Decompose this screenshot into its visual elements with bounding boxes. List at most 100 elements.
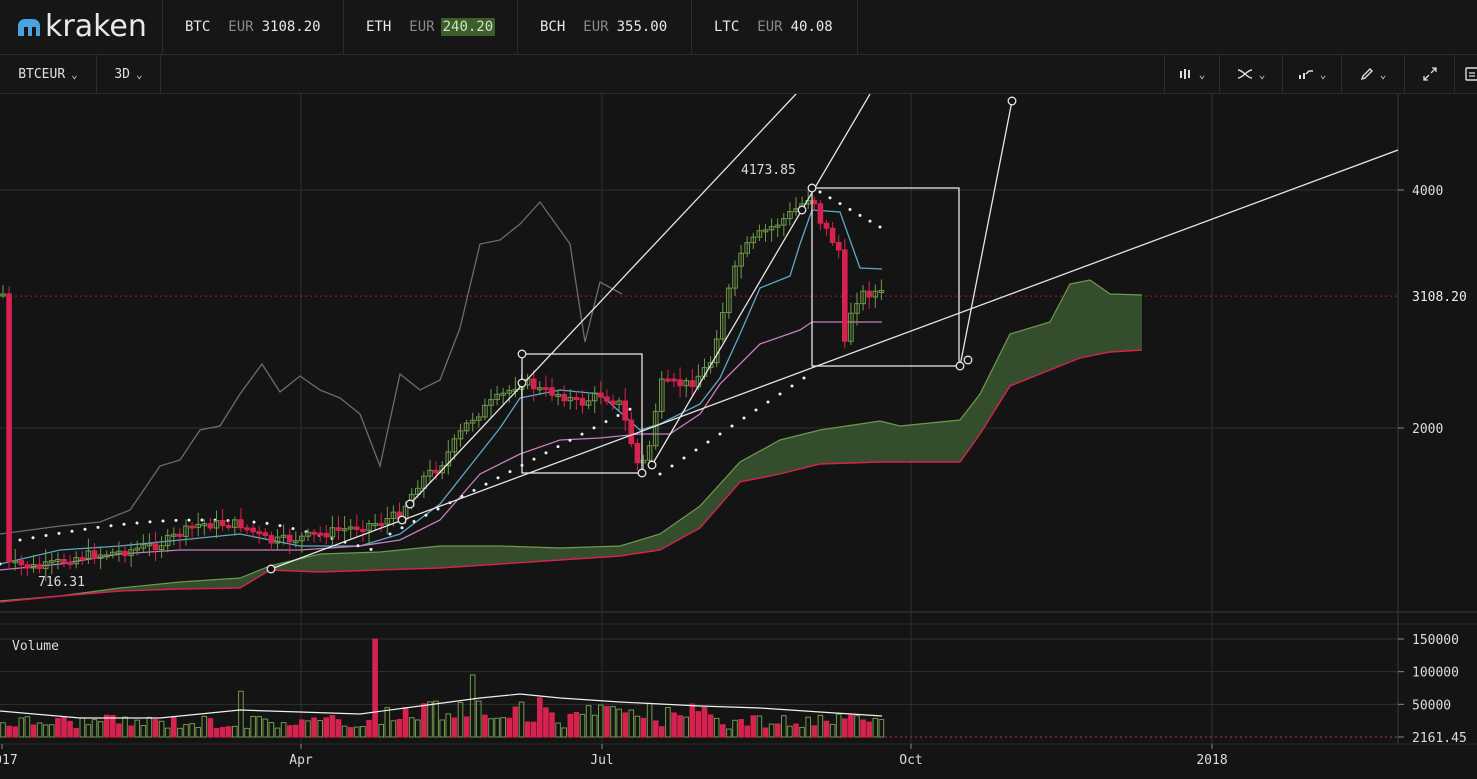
sar-dot bbox=[868, 219, 872, 223]
time-axis-label: Apr bbox=[289, 753, 313, 768]
candle-body bbox=[451, 438, 458, 453]
candle-body bbox=[835, 241, 842, 251]
candle-body bbox=[335, 527, 342, 531]
candle-body bbox=[640, 459, 647, 464]
volume-bar bbox=[140, 724, 147, 738]
volume-bar bbox=[360, 726, 366, 738]
candle-body bbox=[280, 534, 287, 538]
chevron-down-icon: ⌄ bbox=[1258, 67, 1266, 81]
ticker-btc[interactable]: BTC EUR 3108.20 bbox=[163, 0, 344, 54]
candle-body bbox=[598, 392, 604, 398]
candle-body bbox=[494, 393, 500, 401]
sar-dot bbox=[400, 526, 404, 530]
volume-bar bbox=[55, 718, 61, 738]
ticker-symbol: BTC bbox=[185, 19, 211, 35]
ticker-bch[interactable]: BCH EUR 355.00 bbox=[518, 0, 692, 54]
volume-bar bbox=[280, 722, 287, 738]
drawing-handle bbox=[647, 460, 657, 470]
candle-body bbox=[390, 511, 397, 520]
ticker-currency: EUR bbox=[757, 19, 783, 35]
sar-dot bbox=[706, 440, 710, 444]
kraken-m-icon bbox=[18, 19, 40, 36]
fullscreen-button[interactable] bbox=[1405, 55, 1455, 93]
kraken-logo[interactable]: kraken bbox=[0, 0, 163, 54]
volume-bar bbox=[744, 725, 751, 738]
volume-bar bbox=[0, 722, 6, 738]
candle-body bbox=[781, 218, 787, 226]
volume-bar bbox=[500, 717, 506, 738]
volume-bar bbox=[110, 715, 116, 738]
screenshot-button[interactable] bbox=[1455, 55, 1477, 93]
volume-bar bbox=[756, 715, 763, 738]
sar-dot bbox=[682, 456, 686, 460]
volume-bar bbox=[408, 717, 415, 738]
volume-bar bbox=[427, 701, 433, 738]
pair-selector[interactable]: BTCEUR ⌄ bbox=[0, 55, 97, 93]
sar-dot bbox=[70, 529, 74, 533]
volume-bar bbox=[85, 724, 92, 738]
sar-dot bbox=[658, 472, 662, 476]
sar-dot bbox=[187, 518, 191, 522]
candle-body bbox=[134, 547, 140, 551]
candle-body bbox=[567, 397, 574, 402]
volume-bar bbox=[677, 715, 683, 738]
sar-dot bbox=[766, 400, 770, 404]
volume-bar bbox=[610, 706, 616, 738]
candle-body bbox=[561, 393, 568, 402]
volume-bar bbox=[591, 714, 598, 738]
last-price-label: 3108.20 bbox=[1412, 290, 1467, 305]
volume-bar bbox=[524, 721, 531, 738]
candle-body bbox=[366, 523, 372, 531]
candle-body bbox=[445, 451, 452, 467]
drawing-objects[interactable] bbox=[266, 94, 1399, 574]
chevron-down-icon: ⌄ bbox=[71, 67, 78, 81]
drawing-handle bbox=[807, 183, 817, 193]
interval-selector[interactable]: 3D ⌄ bbox=[97, 55, 161, 93]
candle-body bbox=[128, 549, 134, 557]
volume-bar bbox=[774, 723, 781, 738]
rectangle-drawing bbox=[521, 353, 643, 474]
volume-bar bbox=[171, 717, 177, 738]
volume-axis-label: 2161.45 bbox=[1412, 731, 1467, 746]
line-style-button[interactable]: ⌄ bbox=[1283, 55, 1342, 93]
candle-body bbox=[110, 551, 116, 556]
volume-bar bbox=[183, 724, 189, 738]
sar-dot bbox=[369, 547, 373, 551]
chart-type-button[interactable]: ⌄ bbox=[1164, 55, 1220, 93]
candle-body bbox=[659, 378, 665, 412]
candle-body bbox=[24, 564, 31, 569]
candle-body bbox=[42, 561, 49, 570]
candle-body bbox=[860, 290, 866, 305]
candle-body bbox=[85, 550, 92, 559]
sar-dot bbox=[604, 420, 608, 424]
volume-bar bbox=[518, 701, 525, 738]
candle-body bbox=[506, 389, 513, 394]
volume-bar bbox=[683, 716, 690, 738]
drawing-tools-button[interactable]: ⌄ bbox=[1342, 55, 1405, 93]
sar-dot bbox=[424, 513, 428, 517]
indicators-button[interactable]: ⌄ bbox=[1220, 55, 1283, 93]
candle-body bbox=[439, 465, 445, 474]
chikou-span bbox=[0, 200, 623, 535]
volume-bar bbox=[537, 697, 543, 738]
candle-body bbox=[604, 396, 610, 402]
volume-bar bbox=[146, 716, 153, 738]
ticker-eth[interactable]: ETH EUR 240.20 bbox=[344, 0, 518, 54]
ticker-price: 3108.20 bbox=[261, 19, 321, 35]
volume-bar bbox=[469, 674, 476, 738]
sar-dot bbox=[484, 482, 488, 486]
candle-body bbox=[707, 362, 714, 369]
ticker-currency: EUR bbox=[409, 19, 435, 35]
volume-bar bbox=[640, 717, 647, 738]
sar-dot bbox=[778, 392, 782, 396]
candle-body bbox=[158, 545, 165, 551]
volume-bar bbox=[689, 703, 696, 738]
volume-bar bbox=[317, 720, 323, 738]
volume-bar bbox=[750, 715, 757, 738]
candle-body bbox=[232, 519, 238, 528]
ticker-ltc[interactable]: LTC EUR 40.08 bbox=[692, 0, 858, 54]
time-axis-label: Jul bbox=[590, 753, 613, 768]
chevron-down-icon: ⌄ bbox=[1198, 67, 1206, 81]
